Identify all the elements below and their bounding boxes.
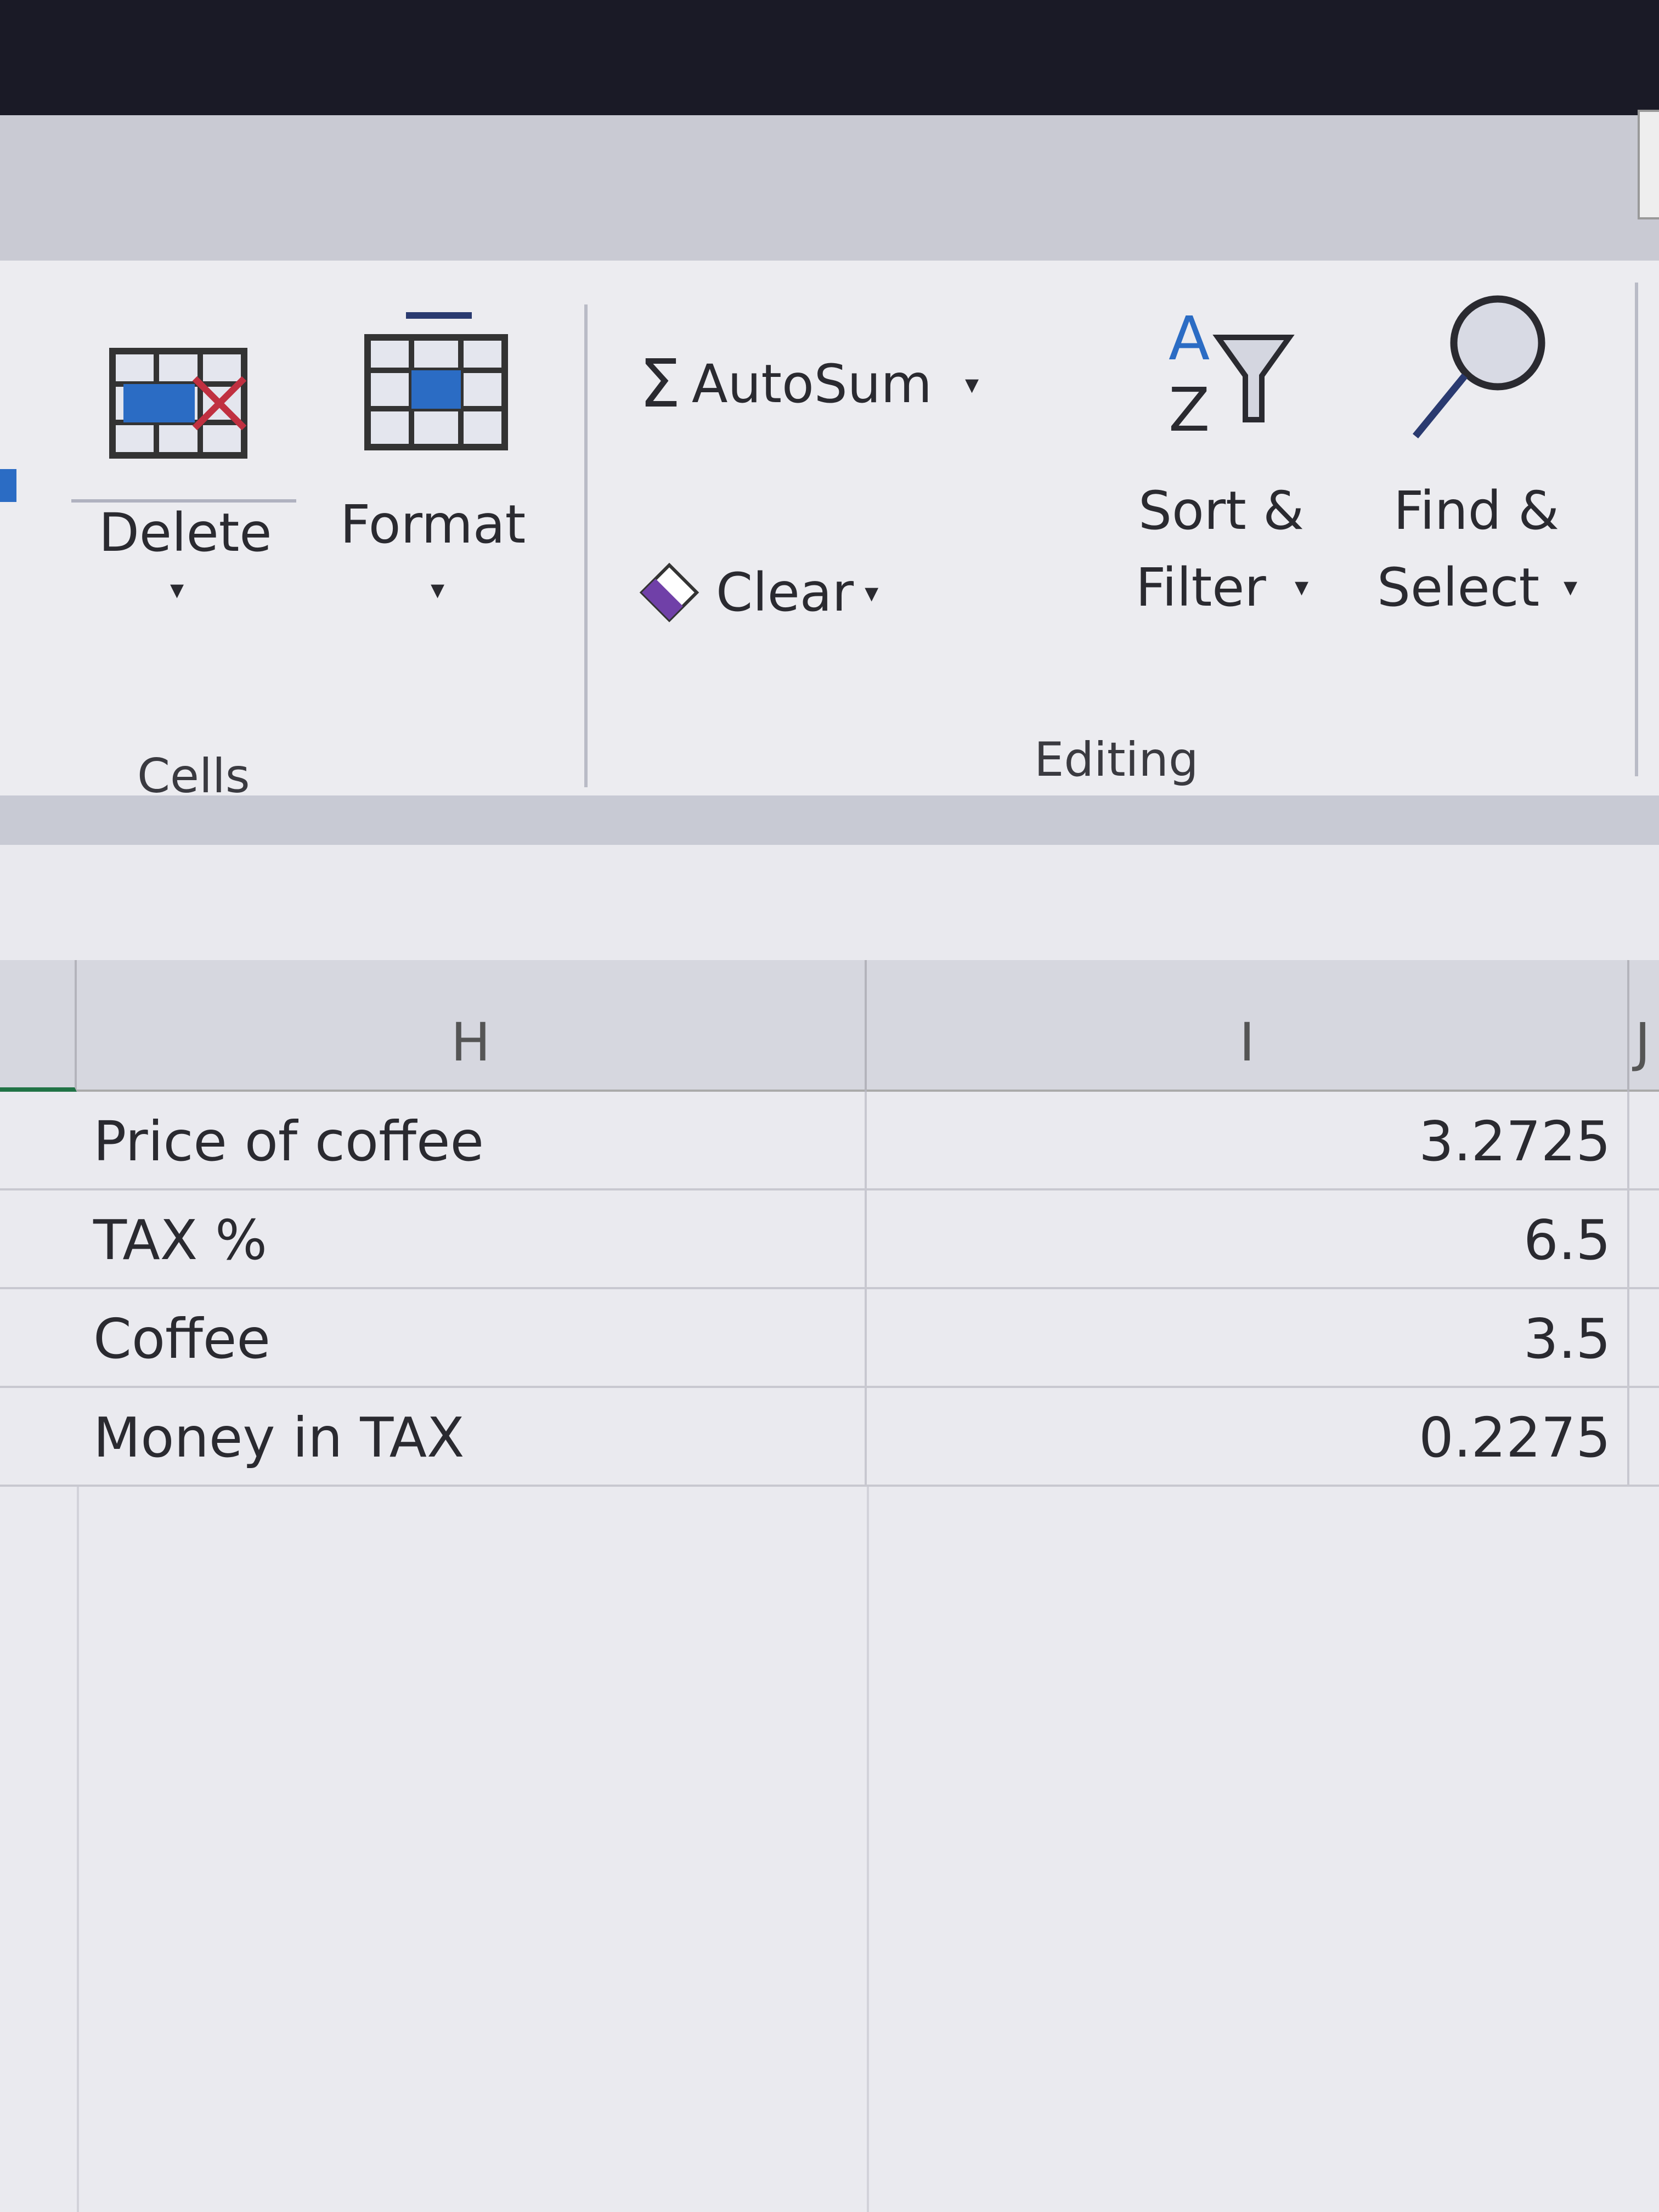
clear-label: Clear [716, 562, 854, 623]
svg-text:Z: Z [1169, 375, 1210, 436]
cell-label[interactable]: TAX % [77, 1190, 867, 1289]
format-cells-icon [364, 312, 508, 450]
find-select-label-line2: Select [1377, 557, 1540, 618]
chevron-down-icon: ▾ [965, 368, 979, 400]
sort-filter-label-line2: Filter [1136, 557, 1266, 618]
cell-value[interactable]: 6.5 [867, 1190, 1629, 1289]
window-top-edge [0, 0, 1659, 115]
chevron-down-icon: ▾ [431, 573, 445, 605]
window-control-button[interactable] [1638, 110, 1659, 219]
table-row: Price of coffee 3.2725 [0, 1092, 1659, 1190]
format-label: Format [340, 494, 526, 555]
find-select-label-line1: Find & [1393, 480, 1560, 541]
group-separator [1635, 283, 1638, 776]
autosum-label: AutoSum [691, 353, 933, 415]
ribbon: Delete ▾ Format ▾ Cells Σ AutoSum ▾ Clea… [0, 261, 1659, 804]
delete-button[interactable]: Delete ▾ [99, 337, 272, 612]
cell-value[interactable]: 3.2725 [867, 1092, 1629, 1190]
sort-filter-button[interactable]: A Z Sort & Filter ▾ [1130, 299, 1339, 672]
column-header-h[interactable]: H [77, 960, 867, 1092]
title-bar [0, 115, 1659, 263]
sigma-icon: Σ [639, 346, 681, 422]
clear-button[interactable]: Clear ▾ [639, 551, 946, 634]
column-header-j[interactable]: J [1629, 960, 1659, 1092]
chevron-down-icon: ▾ [865, 577, 879, 608]
table-row: TAX % 6.5 [0, 1190, 1659, 1289]
format-button[interactable]: Format ▾ [340, 304, 538, 612]
autosum-button[interactable]: Σ AutoSum ▾ [639, 343, 1067, 425]
cells-group-label: Cells [137, 749, 250, 804]
insert-icon-fragment [0, 469, 16, 502]
column-header-i[interactable]: I [867, 960, 1629, 1092]
column-header-g[interactable] [0, 960, 77, 1092]
find-select-button[interactable]: Find & Select ▾ [1372, 288, 1613, 672]
cell-label[interactable]: Money in TAX [77, 1388, 867, 1487]
table-row: Money in TAX 0.2275 [0, 1388, 1659, 1487]
group-separator [584, 304, 588, 787]
delete-label: Delete [99, 502, 272, 563]
delete-cells-icon [109, 348, 247, 459]
chevron-down-icon: ▾ [1564, 571, 1578, 602]
formula-bar-area [0, 845, 1659, 960]
sort-filter-label-line1: Sort & [1138, 480, 1305, 541]
ribbon-bottom-border [0, 795, 1659, 845]
sort-filter-icon: A Z [1169, 303, 1295, 436]
table-row: Coffee 3.5 [0, 1289, 1659, 1388]
cell-label[interactable]: Coffee [77, 1289, 867, 1388]
editing-group-label: Editing [1034, 732, 1199, 787]
chevron-down-icon: ▾ [1295, 571, 1309, 602]
magnifier-icon [1412, 295, 1545, 439]
gridline [867, 1487, 869, 2212]
column-headers: H I J [0, 960, 1659, 1092]
gridline [77, 1487, 79, 2212]
svg-text:A: A [1169, 303, 1210, 374]
group-divider [71, 499, 296, 503]
spreadsheet-grid: Price of coffee 3.2725 TAX % 6.5 Coffee … [0, 1092, 1659, 2212]
cell-value[interactable]: 0.2275 [867, 1388, 1629, 1487]
chevron-down-icon: ▾ [170, 573, 184, 605]
eraser-icon [639, 562, 699, 623]
cell-value[interactable]: 3.5 [867, 1289, 1629, 1388]
cell-label[interactable]: Price of coffee [77, 1092, 867, 1190]
